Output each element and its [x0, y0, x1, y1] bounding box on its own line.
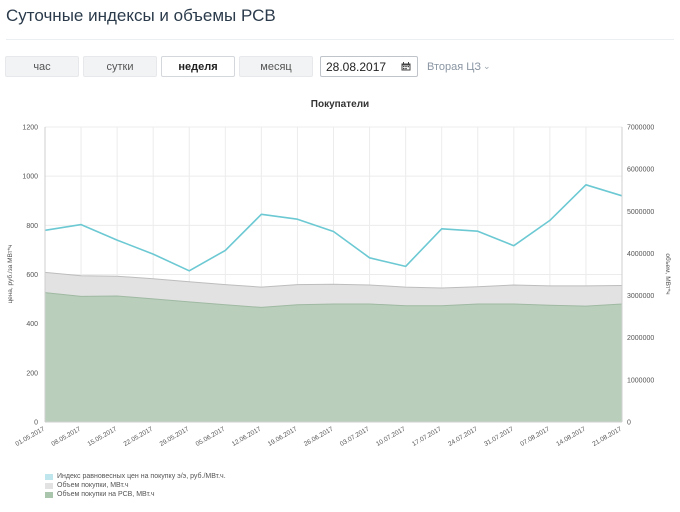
- y-axis-label: цена, руб./за МВт*ч: [6, 244, 14, 303]
- y2-tick-label: 0: [627, 420, 631, 427]
- legend-swatch: [45, 482, 53, 489]
- y-tick-label: 0: [34, 420, 38, 427]
- title-divider: [6, 39, 674, 40]
- calendar-icon[interactable]: [401, 62, 411, 71]
- legend-item-price-index[interactable]: Индекс равновесных цен на покупку э/э, р…: [45, 472, 226, 481]
- y-tick-label: 200: [26, 370, 38, 377]
- x-tick-label: 24.07.2017: [447, 425, 479, 448]
- area-series: [45, 292, 622, 422]
- date-value: 28.08.2017: [326, 59, 387, 74]
- x-tick-label: 08.05.2017: [50, 425, 82, 448]
- y2-axis-label: объем, МВт*ч: [664, 253, 672, 294]
- area-series-outline: [44, 292, 623, 308]
- legend-swatch: [45, 473, 53, 480]
- legend-label: Индекс равновесных цен на покупку э/э, р…: [57, 473, 226, 480]
- zone-label: Вторая ЦЗ: [427, 60, 482, 73]
- x-tick-label: 10.07.2017: [375, 425, 407, 448]
- line-series: [44, 184, 623, 272]
- x-tick-label: 26.06.2017: [303, 425, 335, 448]
- legend-label: Объем покупки на РСВ, МВт.ч: [57, 491, 155, 498]
- y2-tick-label: 7000000: [627, 125, 654, 132]
- chart-title: Покупатели: [311, 99, 369, 110]
- x-tick-label: 07.08.2017: [519, 425, 551, 448]
- x-tick-label: 12.06.2017: [231, 425, 263, 448]
- y-tick-label: 800: [26, 223, 38, 230]
- y-tick-label: 1000: [22, 174, 38, 181]
- legend-label: Объем покупки, МВт.ч: [57, 482, 129, 489]
- y2-tick-label: 1000000: [627, 377, 654, 384]
- area-series-outline: [44, 271, 623, 289]
- period-button-week[interactable]: неделя: [161, 56, 235, 77]
- x-tick-label: 01.05.2017: [14, 425, 46, 448]
- y-tick-label: 400: [26, 321, 38, 328]
- y2-tick-label: 6000000: [627, 167, 654, 174]
- chevron-down-icon: ⌄: [483, 61, 491, 71]
- x-tick-label: 22.05.2017: [123, 425, 155, 448]
- chart-legend: Индекс равновесных цен на покупку э/э, р…: [45, 472, 226, 499]
- y2-tick-label: 5000000: [627, 209, 654, 216]
- zone-select[interactable]: Вторая ЦЗ ⌄: [427, 61, 491, 73]
- x-tick-label: 31.07.2017: [483, 425, 515, 448]
- page-title: Суточные индексы и объемы РСВ: [6, 6, 276, 25]
- x-tick-label: 19.06.2017: [267, 425, 299, 448]
- x-tick-label: 05.06.2017: [195, 425, 227, 448]
- period-button-day[interactable]: сутки: [83, 56, 157, 77]
- period-button-hour[interactable]: час: [5, 56, 79, 77]
- chart: Покупатели 0 200 400 600 800 1000 1200 0 1000000 2…: [6, 99, 672, 448]
- date-field[interactable]: 28.08.2017: [320, 56, 418, 77]
- y2-tick-label: 2000000: [627, 335, 654, 342]
- y2-tick-label: 4000000: [627, 251, 654, 258]
- y2-tick-label: 3000000: [627, 293, 654, 300]
- legend-swatch: [45, 491, 53, 498]
- x-tick-label: 03.07.2017: [339, 425, 371, 448]
- y-tick-label: 1200: [22, 125, 38, 132]
- x-tick-label: 21.08.2017: [591, 425, 623, 448]
- x-tick-label: 29.05.2017: [159, 425, 191, 448]
- x-tick-label: 15.05.2017: [86, 425, 118, 448]
- legend-item-purchase-volume[interactable]: Объем покупки, МВт.ч: [45, 481, 226, 490]
- period-button-month[interactable]: месяц: [239, 56, 313, 77]
- y-tick-label: 600: [26, 272, 38, 279]
- period-controls: час сутки неделя месяц 28.08.2017 Вторая…: [5, 56, 491, 77]
- x-tick-label: 14.08.2017: [555, 425, 587, 448]
- x-tick-label: 17.07.2017: [411, 425, 443, 448]
- legend-item-rsv-volume[interactable]: Объем покупки на РСВ, МВт.ч: [45, 490, 226, 499]
